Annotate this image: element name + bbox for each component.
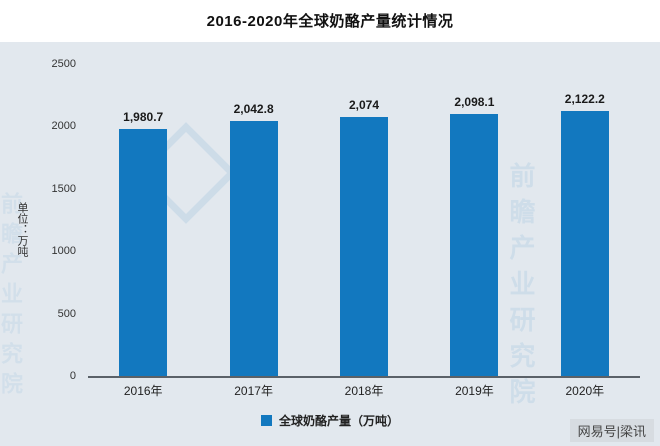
x-axis: 2016年 2017年 2018年 2019年 2020年 bbox=[88, 382, 640, 399]
y-tick-label: 1500 bbox=[51, 182, 76, 195]
y-tick-label: 500 bbox=[57, 307, 76, 320]
y-axis: 0 500 1000 1500 2000 2500 bbox=[38, 58, 80, 382]
chart-title: 2016-2020年全球奶酪产量统计情况 bbox=[206, 13, 454, 30]
plot-area: 1,980.7 2,042.8 2,074 2,098.1 2,122.2 bbox=[88, 64, 640, 378]
bar bbox=[450, 114, 499, 376]
legend-label: 全球奶酪产量（万吨） bbox=[278, 414, 399, 428]
bar-column: 2,098.1 bbox=[419, 64, 529, 376]
bar-column: 2,122.2 bbox=[530, 64, 640, 376]
bar-value-label: 2,098.1 bbox=[454, 95, 495, 110]
y-tick-label: 1000 bbox=[51, 245, 76, 258]
bars: 1,980.7 2,042.8 2,074 2,098.1 2,122.2 bbox=[88, 64, 640, 376]
x-tick-label: 2020年 bbox=[565, 384, 605, 398]
bar bbox=[340, 117, 389, 376]
x-tick-label: 2018年 bbox=[344, 384, 384, 398]
bar-column: 2,042.8 bbox=[198, 64, 308, 376]
x-tick-label: 2019年 bbox=[455, 384, 494, 398]
y-tick-label: 2000 bbox=[51, 120, 76, 133]
legend: 全球奶酪产量（万吨） bbox=[0, 412, 660, 429]
x-tick-label: 2017年 bbox=[234, 384, 273, 398]
bar-value-label: 2,042.8 bbox=[233, 102, 274, 117]
x-tick-label: 2016年 bbox=[123, 384, 163, 398]
source-credit-badge: 网易号|梁讯 bbox=[569, 419, 654, 442]
bar-value-label: 2,122.2 bbox=[564, 92, 605, 107]
bar-value-label: 1,980.7 bbox=[123, 109, 164, 124]
bar-column: 2,074 bbox=[309, 64, 419, 376]
legend-swatch-icon bbox=[260, 415, 272, 426]
y-axis-unit-label: 单位：万吨 bbox=[16, 202, 28, 257]
bar bbox=[229, 121, 278, 376]
chart-panel: 前瞻产业研究院 前瞻产业研究院 单位：万吨 0 500 1000 1500 2000 25… bbox=[0, 42, 660, 446]
y-tick-label: 2500 bbox=[51, 58, 76, 70]
bar-column: 1,980.7 bbox=[88, 64, 198, 376]
bar bbox=[119, 128, 168, 376]
bar-value-label: 2,074 bbox=[349, 98, 380, 113]
y-tick-label: 0 bbox=[69, 370, 76, 382]
bar bbox=[560, 111, 609, 376]
